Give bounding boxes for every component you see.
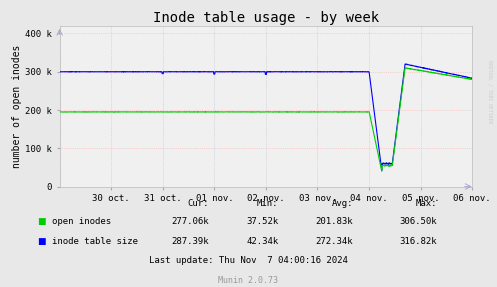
Text: ■: ■ bbox=[37, 217, 46, 226]
Text: 287.39k: 287.39k bbox=[171, 237, 209, 246]
Text: Munin 2.0.73: Munin 2.0.73 bbox=[219, 276, 278, 285]
Text: Max:: Max: bbox=[416, 199, 437, 208]
Text: open inodes: open inodes bbox=[52, 217, 111, 226]
Text: inode table size: inode table size bbox=[52, 237, 138, 246]
Text: Avg:: Avg: bbox=[331, 199, 353, 208]
Text: 306.50k: 306.50k bbox=[400, 217, 437, 226]
Text: 42.34k: 42.34k bbox=[246, 237, 278, 246]
Text: 272.34k: 272.34k bbox=[315, 237, 353, 246]
Text: Min:: Min: bbox=[257, 199, 278, 208]
Text: RRDTOOL / TOBI OETIKER: RRDTOOL / TOBI OETIKER bbox=[487, 60, 492, 123]
Text: 316.82k: 316.82k bbox=[400, 237, 437, 246]
Text: Cur:: Cur: bbox=[187, 199, 209, 208]
Y-axis label: number of open inodes: number of open inodes bbox=[12, 44, 22, 168]
Text: 277.06k: 277.06k bbox=[171, 217, 209, 226]
Text: ■: ■ bbox=[37, 237, 46, 246]
Title: Inode table usage - by week: Inode table usage - by week bbox=[153, 11, 379, 25]
Text: 37.52k: 37.52k bbox=[246, 217, 278, 226]
Text: 201.83k: 201.83k bbox=[315, 217, 353, 226]
Text: Last update: Thu Nov  7 04:00:16 2024: Last update: Thu Nov 7 04:00:16 2024 bbox=[149, 256, 348, 265]
